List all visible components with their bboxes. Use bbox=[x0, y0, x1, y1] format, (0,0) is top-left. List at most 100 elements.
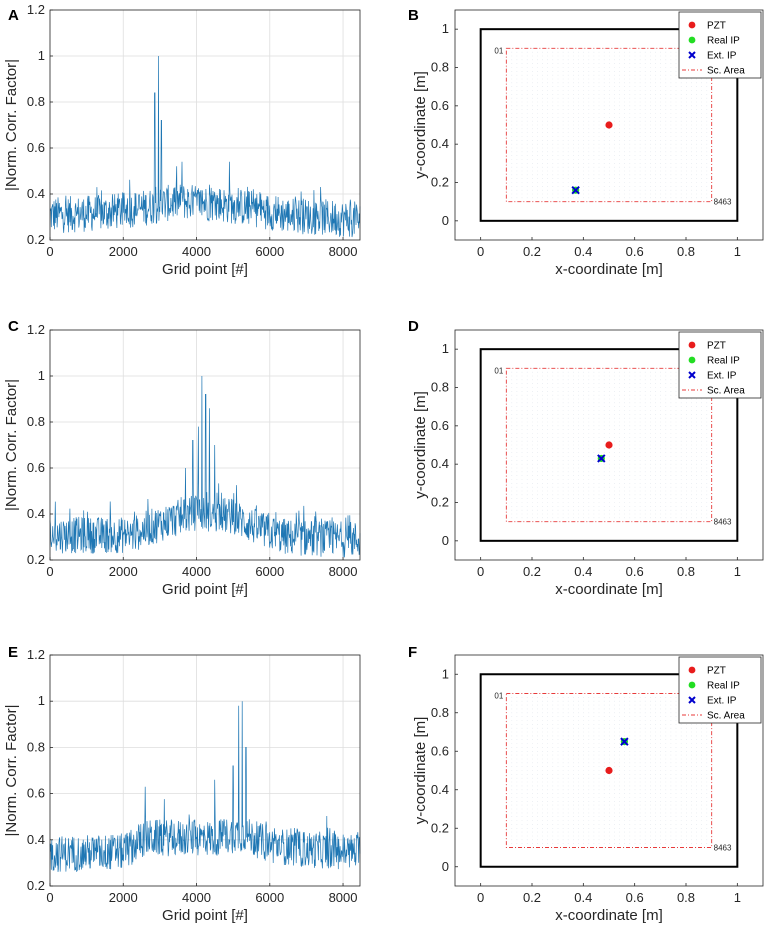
correlation-trace bbox=[49, 55, 361, 238]
y-tick-label: 0.6 bbox=[27, 140, 45, 155]
panel-label-d: D bbox=[408, 318, 419, 335]
x-tick-label: 0 bbox=[477, 244, 484, 259]
y-tick-label: 0.8 bbox=[431, 60, 449, 75]
y-tick-label: 0 bbox=[442, 533, 449, 548]
legend-entry: PZT bbox=[707, 21, 726, 32]
x-tick-label: 0.6 bbox=[626, 244, 644, 259]
legend-entry: Sc. Area bbox=[707, 386, 745, 397]
x-tick-label: 0.8 bbox=[677, 890, 695, 905]
panel-label-b: B bbox=[408, 7, 419, 24]
x-axis-label: x-coordinate [m] bbox=[555, 907, 663, 924]
y-tick-label: 0.4 bbox=[431, 456, 449, 471]
scan-grid-points bbox=[506, 368, 713, 522]
y-tick-label: 1.2 bbox=[27, 322, 45, 337]
x-tick-label: 8000 bbox=[329, 564, 358, 579]
legend-ext-ip-marker bbox=[688, 51, 696, 59]
y-tick-label: 0.6 bbox=[27, 460, 45, 475]
plate-outline bbox=[479, 673, 739, 868]
ext-ip-marker bbox=[571, 185, 580, 195]
corner-label-start: 01 bbox=[494, 46, 503, 55]
y-tick-label: 1 bbox=[442, 341, 449, 356]
x-tick-label: 0 bbox=[46, 890, 53, 905]
chart-panel-c: 0 2000 4000 6000 8000 0.2 0.4 0.6 0.8 1 1.2 Grid po… bbox=[3, 322, 361, 598]
x-tick-label: 0.4 bbox=[574, 564, 592, 579]
legend-entry: PZT bbox=[707, 341, 726, 352]
x-axis-label: x-coordinate [m] bbox=[555, 581, 663, 598]
legend-pzt-marker bbox=[688, 341, 696, 349]
x-tick-label: 0.2 bbox=[523, 890, 541, 905]
y-tick-label: 0 bbox=[442, 859, 449, 874]
chart-panel-e: 0 2000 4000 6000 8000 0.2 0.4 0.6 0.8 1 1.2 Grid po… bbox=[3, 647, 361, 924]
panel-label-c: C bbox=[8, 318, 19, 335]
chart-panel-f: 01 8463 0 0.2 0.4 0.6 0.8 1 0 0.2 0.4 0.6 0.8 1 x-coor… bbox=[412, 654, 764, 924]
legend-entry: Ext. IP bbox=[707, 51, 737, 62]
x-tick-label: 8000 bbox=[329, 244, 358, 259]
x-tick-label: 0.8 bbox=[677, 244, 695, 259]
y-tick-label: 1 bbox=[38, 48, 45, 63]
legend-real-ip-marker bbox=[688, 36, 696, 44]
corner-label-start: 01 bbox=[494, 692, 503, 701]
y-tick-label: 0.4 bbox=[431, 782, 449, 797]
x-axis-label: Grid point [#] bbox=[162, 581, 248, 598]
legend-entry: Sc. Area bbox=[707, 711, 745, 722]
y-axis-label: y-coordinate [m] bbox=[412, 71, 429, 179]
x-tick-label: 6000 bbox=[255, 890, 284, 905]
scan-area-outline bbox=[505, 47, 713, 203]
y-tick-label: 0.4 bbox=[431, 136, 449, 151]
corner-label-end: 8463 bbox=[714, 518, 732, 527]
y-tick-label: 0.8 bbox=[27, 414, 45, 429]
x-tick-label: 1 bbox=[734, 564, 741, 579]
y-tick-label: 0.4 bbox=[27, 186, 45, 201]
x-tick-label: 2000 bbox=[109, 564, 138, 579]
x-tick-label: 2000 bbox=[109, 244, 138, 259]
x-tick-label: 0.2 bbox=[523, 564, 541, 579]
y-tick-label: 0.6 bbox=[431, 418, 449, 433]
panel-label-f: F bbox=[408, 644, 417, 661]
x-tick-label: 0.6 bbox=[626, 890, 644, 905]
y-tick-label: 1.2 bbox=[27, 647, 45, 662]
x-tick-label: 4000 bbox=[182, 564, 211, 579]
y-axis-label: y-coordinate [m] bbox=[412, 717, 429, 825]
y-tick-label: 0.8 bbox=[431, 705, 449, 720]
legend: PZT Real IP Ext. IP Sc. Area bbox=[678, 656, 762, 724]
x-tick-label: 0.4 bbox=[574, 244, 592, 259]
y-axis-label: |Norm. Corr. Factor| bbox=[3, 379, 20, 511]
y-tick-label: 0.2 bbox=[27, 552, 45, 567]
legend-entry: Ext. IP bbox=[707, 371, 737, 382]
chart-panel-d: 01 8463 0 0.2 0.4 0.6 0.8 1 0 0.2 0.4 0.6 0.8 1 x-coor… bbox=[412, 329, 764, 598]
x-axis-label: x-coordinate [m] bbox=[555, 261, 663, 278]
y-tick-label: 0.2 bbox=[431, 175, 449, 190]
y-tick-label: 0.4 bbox=[27, 506, 45, 521]
y-tick-label: 1.2 bbox=[27, 2, 45, 17]
correlation-trace bbox=[49, 701, 361, 872]
axes-box bbox=[49, 9, 361, 241]
y-tick-label: 1 bbox=[442, 666, 449, 681]
y-tick-label: 1 bbox=[442, 21, 449, 36]
legend-pzt-marker bbox=[688, 21, 696, 29]
axes-box bbox=[49, 654, 361, 887]
corner-label-end: 8463 bbox=[714, 198, 732, 207]
pzt-point bbox=[605, 121, 613, 129]
scan-area-outline bbox=[505, 367, 713, 523]
axes-box bbox=[49, 329, 361, 561]
legend-ext-ip-marker bbox=[688, 371, 696, 379]
panel-label-a: A bbox=[8, 7, 19, 24]
x-tick-label: 1 bbox=[734, 244, 741, 259]
y-tick-label: 0.2 bbox=[27, 878, 45, 893]
chart-panel-b: 01 8463 0 0.2 0.4 0.6 0.8 1 0 0.2 0.4 0.6 0.8 1 x-coor… bbox=[412, 9, 764, 278]
x-tick-label: 4000 bbox=[182, 244, 211, 259]
y-tick-label: 0.8 bbox=[431, 380, 449, 395]
y-axis-label: |Norm. Corr. Factor| bbox=[3, 59, 20, 191]
x-axis-label: Grid point [#] bbox=[162, 261, 248, 278]
scan-grid-points bbox=[506, 48, 713, 202]
legend-entry: Real IP bbox=[707, 681, 740, 692]
x-tick-label: 2000 bbox=[109, 890, 138, 905]
legend-real-ip-marker bbox=[688, 356, 696, 364]
x-tick-label: 4000 bbox=[182, 890, 211, 905]
legend-real-ip-marker bbox=[688, 681, 696, 689]
pzt-point bbox=[605, 441, 613, 449]
x-tick-label: 8000 bbox=[329, 890, 358, 905]
x-tick-label: 6000 bbox=[255, 244, 284, 259]
y-tick-label: 0.6 bbox=[431, 98, 449, 113]
